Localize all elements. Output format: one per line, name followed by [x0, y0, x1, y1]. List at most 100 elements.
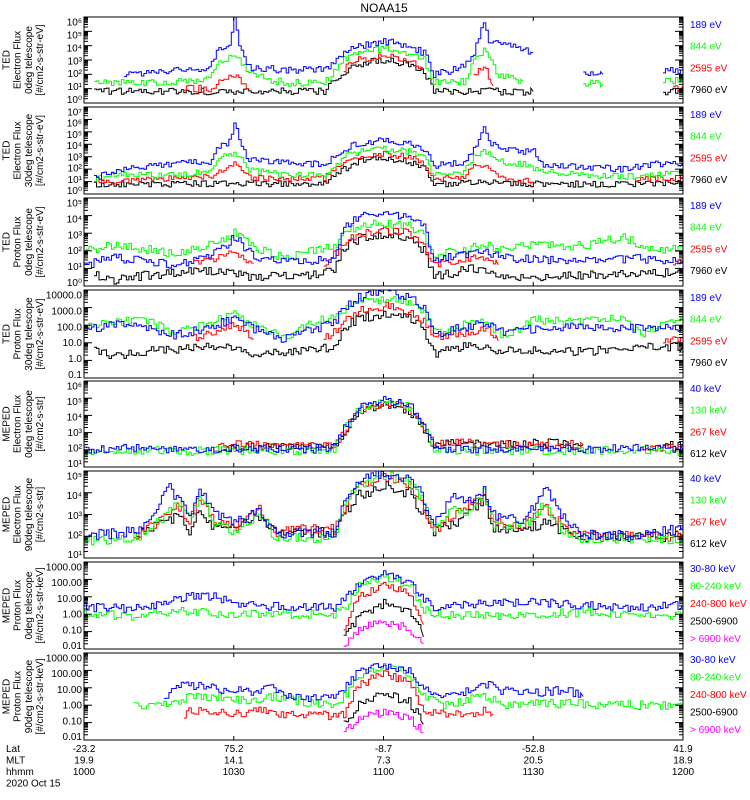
legend-entry: > 6900 keV: [690, 725, 741, 736]
y-axis-title-line: [#/cm2-s-str-keV]: [35, 567, 46, 643]
y-axis-title-line: [#/cm2-s-str-eV]: [35, 115, 46, 186]
series-line: [343, 692, 424, 725]
y-tick-label: 10³: [68, 511, 83, 522]
legend-entry: 844 eV: [690, 132, 722, 143]
row-label-mlt: MLT: [6, 756, 25, 767]
series-line: [94, 57, 534, 96]
chart-title: NOAA15: [360, 1, 408, 15]
series-line: [94, 150, 534, 185]
legend-entry: 844 eV: [690, 315, 722, 326]
legend-entry: 240-800 keV: [690, 690, 747, 701]
legend-entry: 240-800 keV: [690, 599, 747, 610]
series-line: [323, 301, 499, 342]
legend-entry: 7960 eV: [690, 85, 728, 96]
series-7960-ev: [94, 232, 684, 285]
series-line: [323, 226, 499, 268]
x-tick-mlt: 7.3: [377, 756, 391, 767]
series-844-ev: [94, 145, 684, 183]
y-tick-label: 10¹: [68, 262, 83, 273]
y-axis-title-line: 90deg telescope: [24, 659, 35, 733]
legend-entry: 80-240 keV: [690, 582, 741, 593]
y-axis-title-line: 0deg telescope: [24, 208, 35, 276]
series-line: [84, 289, 684, 343]
legend-entry: 844 eV: [690, 223, 722, 234]
y-tick-label: 10⁶: [67, 382, 82, 393]
y-tick-label: 10⁰: [67, 186, 82, 197]
y-axis-title-line: Electron Flux: [13, 395, 24, 453]
y-tick-label: 1.00: [63, 610, 83, 621]
series-2500-6900: [343, 692, 424, 725]
y-tick-label: 10⁰: [67, 95, 82, 106]
series-2500-6900: [343, 598, 424, 637]
y-tick-label: 10⁶: [67, 119, 82, 130]
y-axis-title-line: TED: [2, 324, 13, 344]
y-tick-label: 10²: [68, 164, 83, 175]
series-line: [583, 70, 604, 76]
y-tick-label: 1000.0: [51, 306, 82, 317]
series-189-ev: [94, 122, 684, 180]
legend-entry: 80-240 keV: [690, 673, 741, 684]
y-axis-title-line: [#/cm2-s-str-eV]: [35, 298, 46, 369]
y-tick-label: 10.00: [57, 685, 82, 696]
y-tick-label: 10⁵: [67, 397, 82, 408]
y-axis-title-line: 30deg telescope: [24, 113, 35, 187]
y-tick-label: 100.0: [57, 322, 82, 333]
x-tick-hhmm: 1200: [672, 767, 695, 778]
series-line: [123, 16, 534, 79]
x-tick-hhmm: 1130: [522, 767, 544, 778]
y-axis-title-line: TED: [2, 232, 13, 252]
y-tick-label: 10¹: [68, 550, 83, 561]
y-axis-title-line: Electron Flux: [13, 31, 24, 89]
series--6900-kev: [343, 708, 424, 734]
y-axis-title-line: Proton Flux: [13, 308, 24, 359]
series-line: [94, 145, 684, 183]
series-line: [84, 296, 684, 340]
series-line: [84, 570, 684, 613]
series-line: [94, 232, 684, 285]
y-tick-label: 10⁰: [67, 278, 82, 289]
series-line: [94, 122, 684, 180]
y-axis-title-line: [#/cm2-s-str]: [35, 487, 46, 543]
series-line: [583, 79, 604, 88]
series-80-240-kev: [133, 663, 684, 710]
x-tick-hhmm: 1100: [373, 767, 395, 778]
series--6900-kev: [343, 620, 424, 647]
y-tick-label: 1.0: [68, 354, 82, 365]
y-tick-label: 10⁴: [67, 214, 82, 225]
series-line: [663, 336, 684, 344]
y-tick-label: 10³: [68, 56, 83, 67]
y-tick-label: 10²: [68, 530, 83, 541]
series-line: [343, 620, 424, 647]
y-tick-label: 10¹: [68, 175, 83, 186]
legend-entry: 40 keV: [690, 474, 721, 485]
panel-frame: [83, 380, 684, 468]
y-axis-title-line: MEPED: [2, 588, 13, 624]
series-line: [133, 663, 684, 710]
y-axis-title-line: [#/cm2-s-str-eV]: [35, 206, 46, 277]
legend-entry: 612 keV: [690, 539, 727, 550]
y-tick-label: 10⁵: [67, 199, 82, 210]
x-tick-mlt: 18.9: [673, 756, 693, 767]
panel-8: 1000.00 100.00 10.00 1.00 0.10 0.01 MEPED Proto…: [2, 652, 747, 743]
series-7960-ev: [94, 156, 684, 188]
series-line: [193, 250, 254, 265]
row-label-lat: Lat: [6, 744, 20, 755]
y-tick-label: 0.01: [63, 732, 83, 743]
y-tick-label: 100.00: [51, 578, 82, 589]
series-7960-ev: [94, 57, 684, 96]
legend-entry: 130 keV: [690, 406, 727, 417]
y-tick-label: 10⁵: [67, 472, 82, 483]
panel-5: 10⁶ 10⁵ 10⁴ 10³ 10² 10¹ MEPED Electron Flux 0deg…: [2, 380, 727, 470]
x-tick-mlt: 14.1: [224, 756, 244, 767]
y-axis-title-line: Electron Flux: [13, 485, 24, 543]
y-tick-label: 10⁷: [67, 108, 82, 119]
series-line: [84, 219, 684, 260]
y-axis-title-line: 0deg telescope: [24, 571, 35, 639]
x-tick-lat: -23.2: [73, 744, 96, 755]
y-tick-label: 10³: [68, 230, 83, 241]
y-axis-title-line: 0deg telescope: [24, 390, 35, 458]
legend-entry: > 6900 keV: [690, 634, 741, 645]
